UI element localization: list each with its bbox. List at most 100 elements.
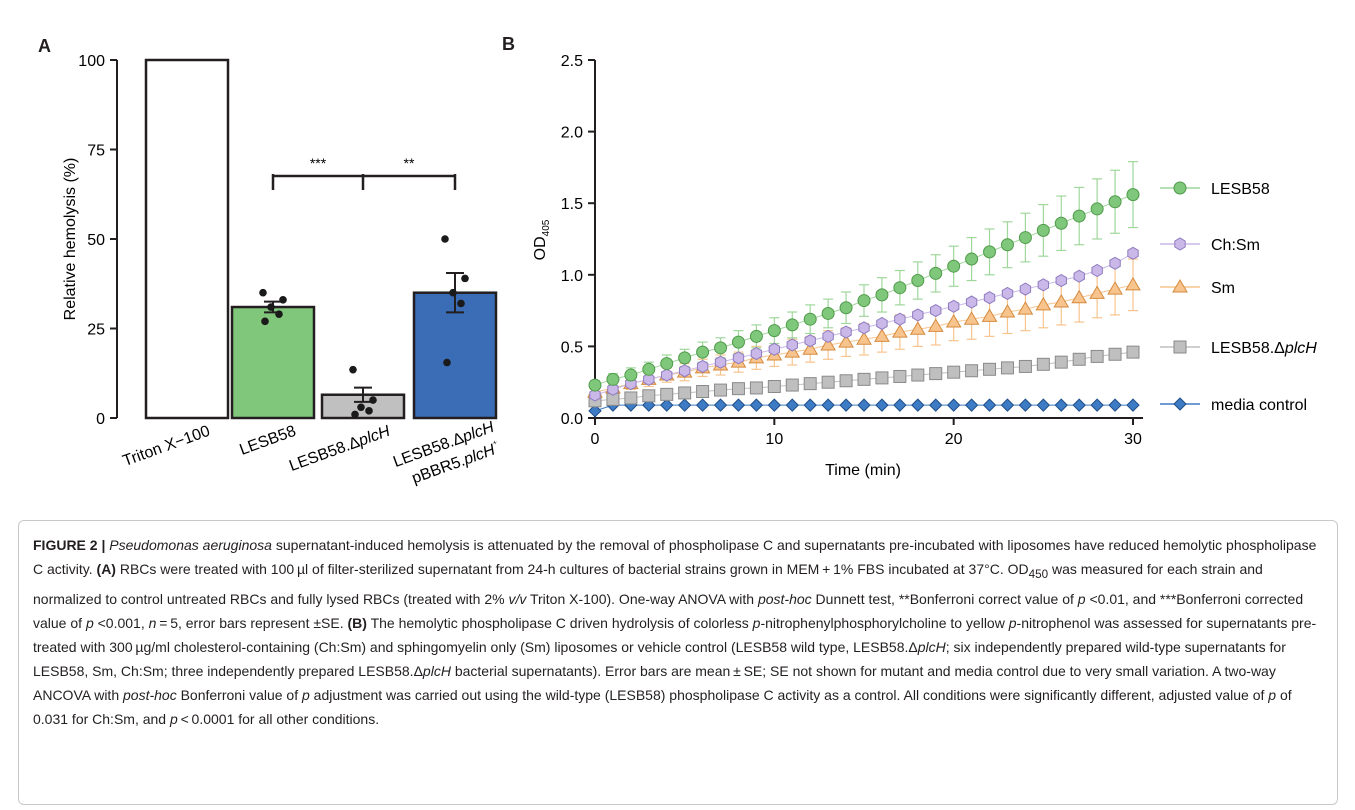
data-point bbox=[1090, 202, 1104, 216]
caption-b-text: bacterial supernatants). Error bars are … bbox=[33, 662, 1276, 703]
data-point bbox=[749, 381, 763, 395]
panel-a-letter: A bbox=[38, 36, 51, 56]
data-point bbox=[713, 398, 728, 412]
data-point bbox=[768, 342, 781, 356]
caption-a-subscript: 450 bbox=[1028, 567, 1049, 581]
caption-b-italic: p bbox=[1008, 614, 1017, 631]
data-point bbox=[1036, 398, 1051, 412]
data-point bbox=[893, 369, 907, 383]
caption-a-text: Dunnett test, **Bonferroni correct value… bbox=[811, 590, 1078, 607]
data-point bbox=[1109, 256, 1121, 270]
data-point bbox=[732, 351, 745, 365]
data-point bbox=[443, 358, 451, 367]
legend-label: Sm bbox=[1211, 280, 1235, 297]
data-point bbox=[1090, 398, 1104, 412]
data-point bbox=[678, 351, 692, 365]
panel-b-letter: B bbox=[502, 34, 515, 54]
figure-caption: FIGURE 2 | Pseudomonas aeruginosa supern… bbox=[18, 520, 1338, 805]
data-point bbox=[661, 368, 673, 382]
data-point bbox=[965, 252, 979, 266]
data-point bbox=[802, 341, 819, 355]
legend-label: LESB58 bbox=[1211, 181, 1270, 198]
data-point bbox=[589, 388, 601, 402]
caption-figure-label: FIGURE 2 | bbox=[33, 537, 110, 553]
bar bbox=[230, 305, 316, 420]
data-point bbox=[874, 328, 890, 342]
data-point bbox=[1000, 238, 1014, 252]
data-point bbox=[965, 295, 978, 309]
data-point bbox=[767, 398, 782, 412]
data-point bbox=[678, 364, 691, 378]
data-point bbox=[821, 375, 835, 389]
data-point bbox=[821, 306, 835, 320]
data-point bbox=[1072, 398, 1086, 412]
y-tick-label: 0.0 bbox=[561, 411, 583, 428]
caption-b-italic: plcH bbox=[917, 638, 946, 655]
data-point bbox=[875, 398, 889, 412]
data-point bbox=[695, 398, 710, 412]
data-point bbox=[981, 308, 998, 322]
data-point bbox=[588, 404, 602, 418]
data-point bbox=[891, 324, 908, 338]
data-point bbox=[876, 316, 888, 331]
data-point bbox=[894, 312, 906, 326]
data-point bbox=[696, 359, 709, 374]
legend-entry: Ch:Sm bbox=[1160, 237, 1260, 254]
data-point bbox=[1107, 281, 1123, 295]
data-point bbox=[803, 312, 817, 326]
data-point bbox=[731, 398, 746, 412]
caption-b-label: (B) bbox=[347, 614, 367, 631]
data-point bbox=[947, 299, 960, 313]
caption-b-text: adjustment was carried out using the wil… bbox=[309, 686, 1269, 703]
data-point bbox=[839, 301, 853, 315]
y-tick-label: 75 bbox=[87, 143, 105, 160]
data-point bbox=[983, 362, 997, 376]
data-point bbox=[947, 259, 961, 273]
x-tick-label: 30 bbox=[1124, 431, 1142, 448]
data-point bbox=[1127, 246, 1139, 260]
data-point bbox=[714, 383, 728, 397]
data-point bbox=[857, 294, 871, 308]
y-tick-label: 1.0 bbox=[561, 268, 583, 285]
data-point bbox=[839, 374, 853, 388]
data-point bbox=[275, 310, 283, 318]
data-point bbox=[1000, 398, 1015, 412]
data-point bbox=[963, 311, 980, 325]
data-point bbox=[803, 398, 817, 412]
data-point bbox=[929, 266, 943, 280]
data-point bbox=[929, 367, 943, 381]
caption-a-text: RBCs were treated with 100 µl of filter-… bbox=[115, 561, 1029, 577]
data-point bbox=[749, 398, 764, 412]
data-point bbox=[1054, 216, 1068, 230]
data-point bbox=[369, 396, 377, 404]
data-point bbox=[1126, 398, 1140, 412]
data-point bbox=[1018, 398, 1033, 412]
caption-species: Pseudomonas aeruginosa bbox=[109, 537, 272, 553]
legend-marker bbox=[1174, 237, 1186, 251]
data-point bbox=[983, 291, 996, 305]
caption-a-text: Triton X-100). One-way ANOVA with bbox=[526, 590, 758, 607]
data-point bbox=[983, 245, 997, 259]
bar bbox=[412, 291, 498, 420]
data-point bbox=[1037, 278, 1050, 292]
data-point bbox=[749, 329, 763, 343]
data-point bbox=[1072, 209, 1086, 223]
data-point bbox=[1035, 296, 1052, 311]
data-point bbox=[261, 317, 269, 326]
data-point bbox=[1108, 347, 1122, 361]
data-point bbox=[357, 403, 365, 412]
legend-label: media control bbox=[1211, 397, 1307, 414]
data-point bbox=[785, 378, 799, 392]
data-point bbox=[259, 288, 267, 297]
y-tick-label: 2.5 bbox=[561, 53, 583, 70]
data-point bbox=[624, 391, 638, 405]
data-point bbox=[1018, 359, 1032, 373]
caption-a-italic: p bbox=[1077, 590, 1086, 607]
panel-b-line-chart: 0.0 0.5 1.0 1.5 2.0 2.5 0 10 20 30 LESB58 Ch:Sm Sm L… bbox=[532, 53, 1317, 479]
caption-b-text: of 0.031 for Ch:Sm, and bbox=[33, 686, 1292, 727]
data-point bbox=[822, 329, 834, 343]
data-point bbox=[875, 288, 889, 302]
caption-b-italic: p bbox=[169, 710, 178, 727]
caption-b-italic: plcH bbox=[422, 662, 451, 679]
data-point bbox=[1108, 195, 1122, 209]
